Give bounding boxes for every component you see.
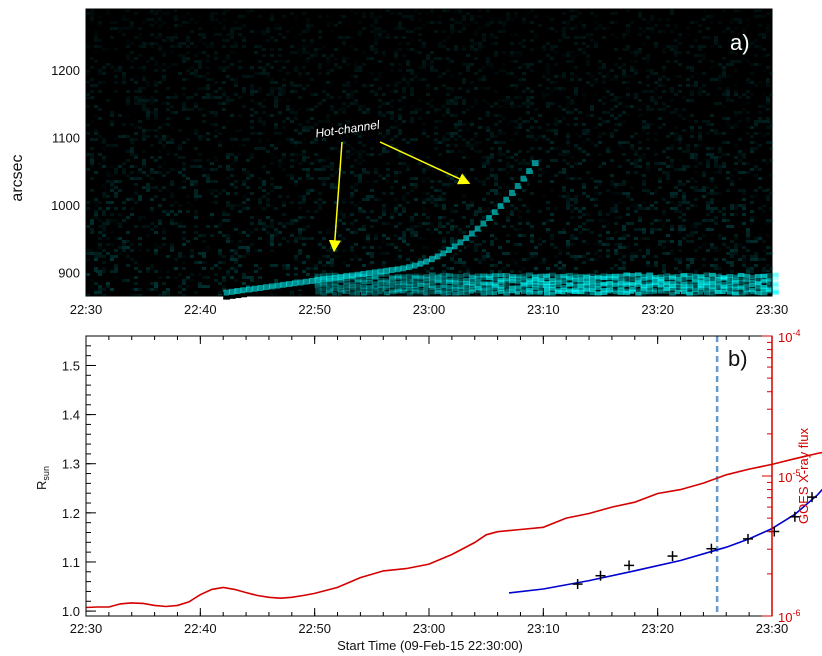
y-tick-label: 1000 [51, 198, 80, 213]
x-tick-label: 23:10 [527, 621, 560, 636]
x-tick-label: 22:40 [184, 621, 217, 636]
x-axis-title: Start Time (09-Feb-15 22:30:00) [337, 638, 523, 653]
x-tick-label: 22:50 [298, 302, 331, 317]
y-tick-label: 1200 [51, 63, 80, 78]
annotation-arrow [328, 141, 343, 253]
panel-b-y-axis-title-main: R [34, 481, 49, 490]
panel-a-overlay [328, 141, 471, 253]
panel-b-label: b) [728, 346, 748, 371]
height-data-point [572, 579, 583, 590]
height-data-point [742, 533, 753, 544]
height-data-point [789, 511, 800, 522]
panel-a-axes: 22:30 22:40 22:50 23:00 23:10 23:20 23:30 900 10… [51, 9, 788, 317]
right-y-tick-label: 10-4 [778, 328, 800, 345]
x-tick-label: 23:10 [527, 302, 560, 317]
height-data-point [807, 492, 818, 503]
x-tick-label: 22:50 [298, 621, 331, 636]
panel-b-y-axis-title: Rsun [34, 466, 51, 490]
panel-b-axes: 22:30 22:40 22:50 23:00 23:10 23:20 23:30 1.0 1.… [62, 328, 801, 636]
height-data-point [624, 560, 635, 571]
x-tick-label: 23:20 [641, 621, 674, 636]
y-tick-label: 1.5 [62, 358, 80, 373]
y-tick-label: 1100 [52, 130, 80, 145]
right-axis-title: GOES X-ray flux [796, 427, 811, 524]
heatmap-background [86, 9, 772, 296]
flare-band [314, 272, 779, 296]
y-tick-label: 1.1 [62, 555, 80, 570]
y-tick-label: 900 [58, 265, 80, 280]
annotation-arrow [379, 141, 471, 185]
x-tick-label: 22:30 [70, 621, 103, 636]
x-tick-label: 23:20 [641, 302, 674, 317]
x-tick-label: 23:00 [413, 621, 446, 636]
height-data-point [667, 551, 678, 562]
panel-b-background [86, 336, 772, 616]
y-tick-label: 1.3 [62, 457, 80, 472]
x-tick-label: 22:40 [184, 302, 217, 317]
x-tick-label: 23:30 [756, 302, 789, 317]
x-tick-label: 23:30 [756, 621, 789, 636]
panel-a-y-axis-title: arcsec [9, 154, 26, 201]
y-tick-label: 1.4 [62, 408, 80, 423]
hot-channel-track [223, 160, 539, 300]
y-tick-label: 1.0 [62, 604, 80, 619]
y-tick-label: 1.2 [62, 506, 80, 521]
x-tick-label: 22:30 [70, 302, 103, 317]
heatmap-image [86, 9, 779, 300]
right-y-tick-label: 10-5 [778, 468, 800, 485]
panel-a: 22:30 22:40 22:50 23:00 23:10 23:20 23:30 900 10… [9, 8, 788, 317]
height-data-point [595, 570, 606, 581]
goes-flux-line [85, 451, 822, 609]
x-tick-label: 23:00 [413, 302, 446, 317]
panel-b-y-axis-title-sub: sun [41, 466, 51, 481]
panel-b: 22:30 22:40 22:50 23:00 23:10 23:20 23:30 1.0 1.… [34, 328, 822, 653]
right-y-tick-label: 10-6 [778, 608, 800, 625]
height-data-point [706, 543, 717, 554]
panel-a-label: a) [730, 30, 750, 55]
